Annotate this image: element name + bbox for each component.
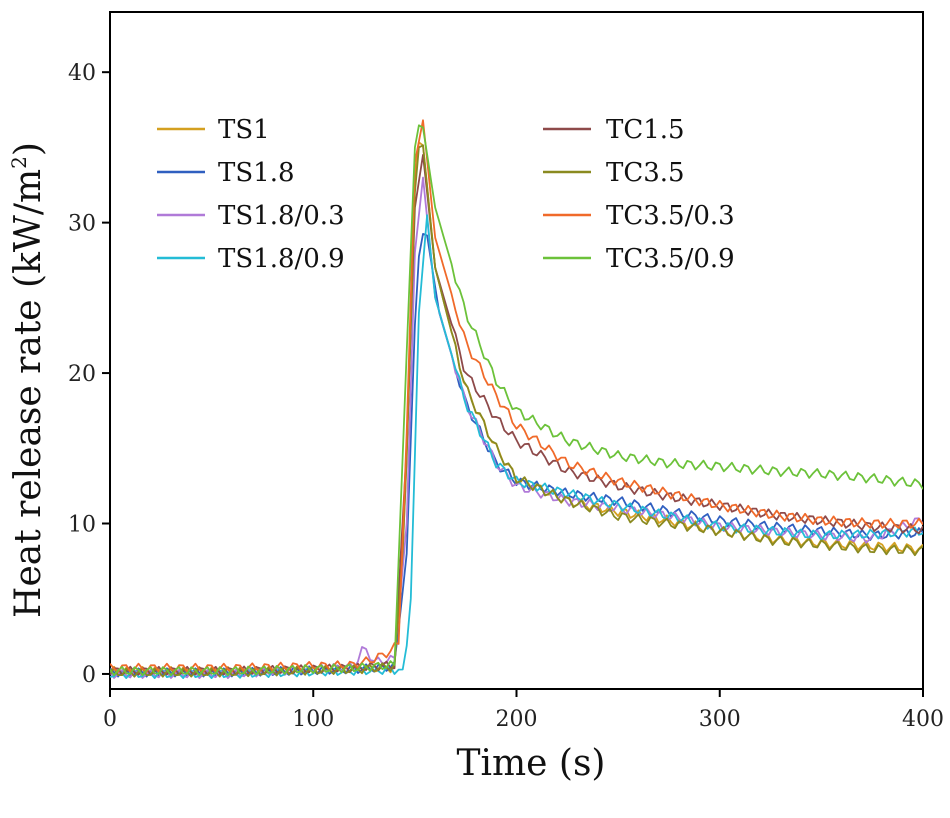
legend-label-ts1-8: TS1.8 xyxy=(218,158,295,188)
legend-label-ts1-8-0-3: TS1.8/0.3 xyxy=(218,201,345,231)
legend-label-tc3-5-0-3: TC3.5/0.3 xyxy=(606,201,735,231)
legend-label-tc3-5-0-9: TC3.5/0.9 xyxy=(606,244,735,274)
x-tick-label: 0 xyxy=(103,707,117,732)
series-line-ts1-8 xyxy=(110,232,923,678)
legend-label-tc3-5: TC3.5 xyxy=(606,158,685,188)
x-tick-label: 300 xyxy=(699,707,741,732)
series-line-ts1-8-0-9 xyxy=(110,214,923,679)
y-tick-label: 40 xyxy=(68,61,96,86)
legend-label-ts1: TS1 xyxy=(218,115,270,145)
y-axis-title: Heat release rate (kW/m2) xyxy=(7,142,49,618)
legend: TS1 TS1.8 TS1.8/0.3 TS1.8/0.9 TC1.5 TC3.5 TC3.… xyxy=(157,115,735,274)
series-line-tc3-5 xyxy=(110,144,923,678)
x-tick-label: 100 xyxy=(292,707,334,732)
series-line-tc3-5-0-9 xyxy=(110,124,923,677)
y-tick-label: 20 xyxy=(68,362,96,387)
legend-label-tc1-5: TC1.5 xyxy=(606,115,685,145)
series-line-tc1-5 xyxy=(110,153,923,676)
series-layer xyxy=(110,119,923,679)
y-axis-title-close: ) xyxy=(8,142,49,156)
x-axis-title: Time (s) xyxy=(457,743,606,784)
plot-frame xyxy=(109,11,924,690)
y-tick-label: 0 xyxy=(82,663,96,688)
y-axis: 0 10 20 30 40 xyxy=(68,61,110,688)
y-tick-label: 10 xyxy=(68,513,96,538)
y-axis-title-main: Heat release rate (kW/m xyxy=(8,169,49,618)
y-tick-label: 30 xyxy=(68,212,96,237)
legend-label-ts1-8-0-9: TS1.8/0.9 xyxy=(218,244,345,274)
y-axis-title-superscript: 2 xyxy=(7,156,31,169)
x-tick-label: 200 xyxy=(496,707,538,732)
x-axis: 0 100 200 300 400 xyxy=(103,689,944,732)
x-tick-label: 400 xyxy=(902,707,944,732)
